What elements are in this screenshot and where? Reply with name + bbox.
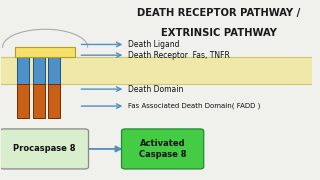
Text: Fas Associated Death Domain( FADD ): Fas Associated Death Domain( FADD ) xyxy=(128,103,261,109)
Text: Death Domain: Death Domain xyxy=(128,85,184,94)
Text: Activated
Caspase 8: Activated Caspase 8 xyxy=(139,139,186,159)
Text: Procaspase 8: Procaspase 8 xyxy=(13,144,76,153)
Bar xyxy=(17,57,29,84)
Text: Death Receptor  Fas, TNFR: Death Receptor Fas, TNFR xyxy=(128,51,230,60)
Text: DEATH RECEPTOR PATHWAY /: DEATH RECEPTOR PATHWAY / xyxy=(137,8,300,18)
Bar xyxy=(1,57,312,84)
Bar xyxy=(15,47,76,57)
Bar xyxy=(50,80,58,84)
FancyBboxPatch shape xyxy=(122,129,204,169)
FancyBboxPatch shape xyxy=(0,129,89,169)
Bar xyxy=(19,80,27,84)
Bar xyxy=(33,84,44,118)
Bar xyxy=(48,84,60,118)
Text: EXTRINSIC PATHWAY: EXTRINSIC PATHWAY xyxy=(161,28,276,38)
Bar xyxy=(48,57,60,84)
Bar xyxy=(17,84,29,118)
Text: Death Ligand: Death Ligand xyxy=(128,40,180,49)
Bar xyxy=(33,57,44,84)
Bar xyxy=(35,80,43,84)
